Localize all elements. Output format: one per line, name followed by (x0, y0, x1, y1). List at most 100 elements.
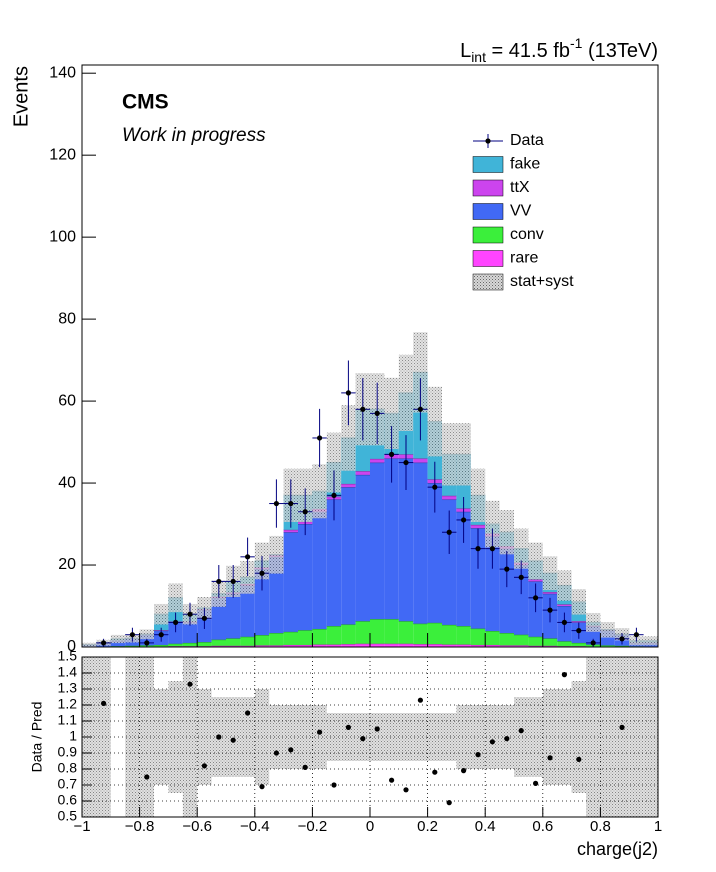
ratio-band (370, 713, 385, 761)
hist-bar (154, 644, 169, 647)
hist-bar (110, 640, 126, 647)
y-tick-label: 0.5 (58, 808, 78, 824)
ratio-band (298, 705, 313, 769)
uncertainty-band (269, 535, 284, 574)
hist-bar (298, 524, 313, 631)
hist-bar (341, 644, 356, 647)
hist-bar (269, 633, 284, 646)
y-tick-label: 1.4 (58, 664, 78, 680)
ratio-band (629, 657, 644, 817)
hist-bar (413, 623, 428, 645)
x-tick-label: −0.2 (298, 818, 328, 835)
hist-bar (542, 638, 558, 646)
legend-label: rare (510, 250, 539, 267)
x-tick-label: 0.6 (532, 818, 553, 835)
data-point (101, 640, 107, 646)
hist-bar (326, 644, 342, 647)
uncertainty-band (456, 423, 471, 486)
data-point (317, 435, 323, 441)
hist-bar (182, 642, 198, 647)
data-point (461, 517, 467, 523)
hist-bar (370, 458, 385, 463)
y-tick-label: 0.7 (58, 776, 78, 792)
hist-bar (442, 495, 457, 500)
lumi-part: int (471, 49, 486, 65)
y-tick-label: 1.1 (58, 712, 78, 728)
legend-swatch (472, 273, 504, 291)
ratio-band (341, 713, 356, 761)
x-tick-label: 0 (366, 818, 374, 835)
hist-bar (197, 642, 212, 647)
data-point (331, 492, 337, 498)
uncertainty-band (427, 386, 442, 457)
legend-swatch (472, 179, 504, 197)
hist-bar (456, 626, 471, 645)
hist-bar (326, 626, 342, 645)
hist-bar (283, 631, 298, 645)
uncertainty-band (600, 621, 615, 638)
uncertainty-band (442, 423, 457, 486)
hist-bar (528, 636, 543, 646)
ratio-band (154, 689, 169, 785)
hist-bar (254, 635, 270, 646)
subtitle: Work in progress (122, 125, 266, 146)
legend-label: ttX (510, 179, 530, 196)
hist-bar (514, 645, 529, 647)
legend-label: Data (510, 132, 544, 149)
uncertainty-band (542, 556, 558, 591)
ratio-area (82, 657, 658, 817)
data-point (489, 546, 495, 552)
ratio-band (240, 697, 255, 777)
data-point (619, 636, 625, 642)
cms-label: CMS (122, 91, 169, 114)
data-point (144, 640, 150, 646)
hist-bar (485, 631, 500, 645)
ratio-point (288, 747, 294, 753)
hist-bar (442, 624, 457, 645)
legend-swatch (472, 250, 504, 267)
y-tick-label: 40 (58, 474, 76, 491)
hist-bar (298, 644, 313, 647)
hist-bar (283, 644, 298, 647)
hist-bar (341, 483, 356, 488)
hist-bar (240, 636, 255, 646)
y-axis-label: Events (10, 66, 32, 127)
y-tick-label: 0 (67, 638, 76, 655)
uncertainty-band (154, 603, 169, 625)
x-tick-label: 0.8 (590, 818, 611, 835)
hist-bar (211, 639, 226, 646)
ratio-point (547, 755, 553, 761)
hist-bar (355, 471, 370, 475)
hist-bar (211, 645, 226, 647)
hist-bar (384, 619, 399, 644)
ratio-point (461, 768, 467, 774)
ratio-point (432, 769, 438, 775)
hist-bar (269, 556, 284, 634)
hist-bar (226, 645, 241, 647)
hist-bar (542, 645, 558, 647)
hist-bar (427, 644, 442, 647)
hist-bar (398, 458, 414, 622)
data-point (288, 500, 294, 507)
y-tick-label: 100 (49, 228, 76, 245)
ratio-point (317, 729, 323, 735)
legend-label: conv (510, 226, 544, 243)
hist-bar (499, 548, 514, 634)
ratio-point (619, 724, 625, 731)
hist-bar (168, 622, 183, 644)
ratio-point (446, 800, 452, 806)
hist-bar (571, 642, 586, 647)
data-point (345, 390, 351, 396)
uncertainty-band (485, 500, 500, 548)
x-tick-label: −0.6 (182, 818, 212, 835)
lumi: Lint = 41.5 fb-1 (13TeV) (460, 35, 658, 65)
uncertainty-band (528, 542, 543, 580)
frame (81, 64, 659, 648)
legend-label: fake (510, 156, 540, 173)
ratio-point (417, 697, 423, 703)
data-point (547, 607, 553, 613)
ratio-point (389, 777, 395, 783)
uncertainty-band (643, 636, 658, 646)
ratio-point (216, 734, 222, 740)
ratio-band (600, 657, 615, 817)
